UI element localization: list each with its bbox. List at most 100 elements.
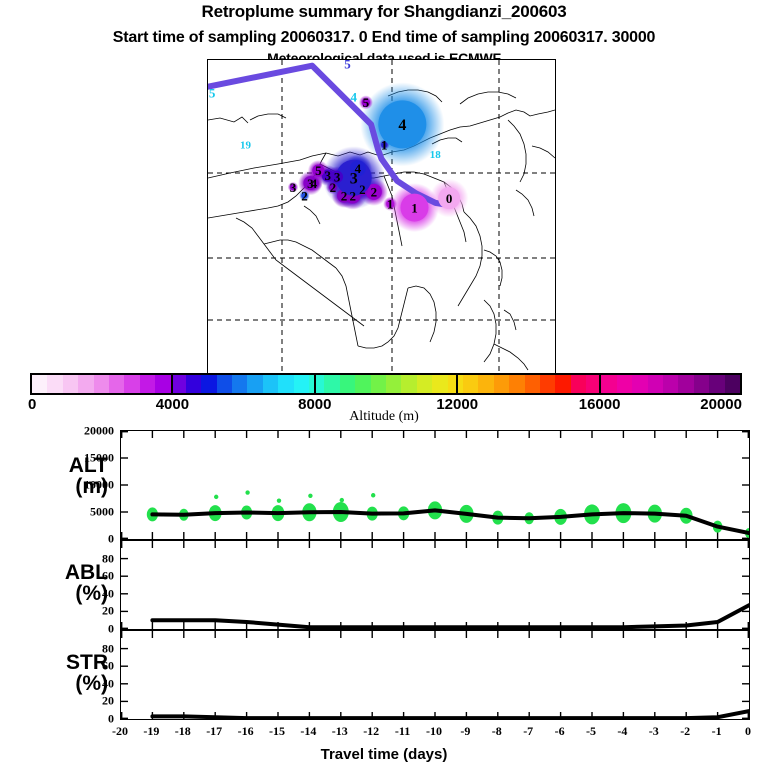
sampling-times: Start time of sampling 20060317. 0 End t… <box>112 29 656 46</box>
colorbar-divider <box>598 373 601 395</box>
x-tick-label: -18 <box>174 724 191 738</box>
x-tick-label: -11 <box>394 724 411 738</box>
str-panel <box>120 630 750 720</box>
plume-blob <box>321 169 334 182</box>
y-tick-label: 15000 <box>84 450 114 465</box>
plume-blob <box>308 178 319 189</box>
alt-tick-marks <box>121 431 749 539</box>
xaxis-title: Travel time (days) <box>320 746 448 763</box>
y-tick-label: 0 <box>108 621 114 636</box>
y-tick-label: 20000 <box>84 423 114 438</box>
alt-label-line2: (m) <box>75 475 108 499</box>
colorbar-swatch <box>47 375 63 393</box>
plume-day-label: 4 <box>350 90 357 105</box>
colorbar-swatch <box>663 375 679 393</box>
y-tick-label: 5000 <box>90 504 114 519</box>
x-tick-label: -10 <box>426 724 442 738</box>
x-tick-label: -4 <box>617 724 628 738</box>
colorbar-swatch <box>309 375 325 393</box>
colorbar-swatch <box>401 375 417 393</box>
colorbar-tick-label: 16000 <box>578 396 621 413</box>
colorbar-swatch <box>78 375 94 393</box>
colorbar-divider <box>171 373 174 395</box>
abl-row-label: ABL (%) <box>8 562 108 605</box>
colorbar-swatch <box>32 375 48 393</box>
trajectory-line <box>208 62 453 209</box>
alt-row-label: ALT (m) <box>8 455 108 498</box>
colorbar-tick-label: 0 <box>28 396 37 413</box>
alt-outlier-marker <box>339 497 344 503</box>
y-tick-label: 80 <box>102 641 114 656</box>
plume-day-label: 5 <box>363 95 370 110</box>
colorbar-swatch <box>232 375 248 393</box>
colorbar-swatch <box>447 375 463 393</box>
x-tick-label: -1 <box>711 724 722 738</box>
plume-day-label: 5 <box>315 163 322 178</box>
plume-day-label: 1 <box>387 196 394 211</box>
y-tick-label: 20 <box>102 693 114 708</box>
x-tick-label: -17 <box>206 724 223 738</box>
colorbar-swatch <box>647 375 664 393</box>
colorbar-swatch <box>216 375 233 393</box>
alt-mean-line <box>150 508 749 536</box>
colorbar-swatch <box>693 375 710 393</box>
y-tick-label: 40 <box>102 586 114 601</box>
map-panel: 0 1 1 2 2 2 2 2 3 3 3 3 3 4 4 4 5 5 1 2 4 5 5 19 18 <box>207 59 556 375</box>
colorbar-tick-label: 12000 <box>436 396 479 413</box>
colorbar-tick-label: 8000 <box>298 396 332 413</box>
y-tick-label: 0 <box>108 531 114 546</box>
colorbar-swatch <box>539 375 556 393</box>
plume-day-label: 4 <box>355 161 362 176</box>
abl-plot <box>121 541 749 629</box>
str-plot <box>121 631 749 719</box>
plume-day-label: 1 <box>411 200 418 215</box>
str-row-label: STR (%) <box>8 652 108 695</box>
plume-day-label: 5 <box>344 60 351 71</box>
colorbar-swatch <box>201 375 217 393</box>
plume-day-label: 18 <box>430 149 442 161</box>
plume-day-label: 2 <box>371 185 378 200</box>
y-tick-label: 80 <box>102 551 114 566</box>
colorbar-swatch <box>262 375 279 393</box>
plume-blob <box>328 183 337 192</box>
plume-day-label: 2 <box>301 188 308 203</box>
plume-day-label: 2 <box>330 180 337 195</box>
plume-day-label: 0 <box>446 191 453 206</box>
colorbar-swatch <box>370 375 386 393</box>
alt-plot <box>121 431 749 539</box>
plume-blob <box>438 187 461 210</box>
colorbar-swatch <box>324 375 340 393</box>
x-tick-label: -13 <box>331 724 348 738</box>
abl-label-line1: ABL <box>64 561 108 584</box>
colorbar-swatch <box>339 375 356 393</box>
colorbar-swatch <box>247 375 263 393</box>
plume-day-label: 2 <box>341 188 348 203</box>
x-tick-label: -12 <box>363 724 380 738</box>
x-tick-label: 0 <box>745 724 751 738</box>
plume-day-label: 5 <box>209 86 216 101</box>
colorbar-swatch <box>616 375 633 393</box>
colorbar-tick-label: 4000 <box>155 396 190 413</box>
plume-blob <box>386 199 395 208</box>
colorbar-swatch <box>524 375 540 393</box>
x-tick-label: -2 <box>680 724 691 738</box>
alt-panel <box>120 430 750 540</box>
colorbar-swatch <box>278 375 294 393</box>
y-tick-label: 60 <box>102 568 114 583</box>
colorbar-axis-label: Altitude (m) <box>349 409 419 424</box>
x-tick-label: -14 <box>300 724 317 738</box>
colorbar-swatch <box>570 375 587 393</box>
colorbar-swatch <box>416 375 433 393</box>
plume-day-label: 4 <box>398 117 406 134</box>
colorbar-swatch <box>93 375 109 393</box>
figure-title: Retroplume summary for Shangdianzi_20060… <box>201 2 567 21</box>
str-tick-marks <box>121 631 749 719</box>
plume-core-layer <box>290 98 461 222</box>
colorbar-swatch <box>62 375 79 393</box>
plume-blob <box>365 183 382 200</box>
colorbar-swatch <box>586 375 602 393</box>
colorbar-swatch <box>632 375 648 393</box>
plume-blob <box>400 193 429 222</box>
